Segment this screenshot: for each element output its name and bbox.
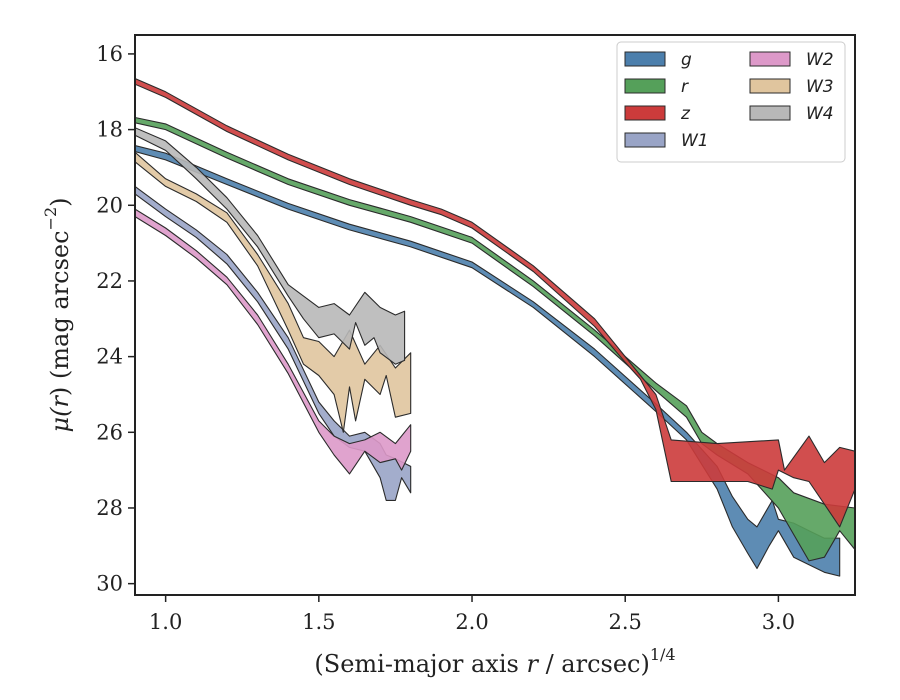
legend: grz W1 W2 W3 W4 bbox=[616, 41, 846, 163]
y-tick-label: 16 bbox=[96, 42, 123, 66]
legend-swatch-g bbox=[624, 51, 666, 67]
legend-label-w2: W2 bbox=[806, 50, 834, 70]
legend-swatch-r bbox=[624, 78, 666, 94]
legend-frame bbox=[616, 41, 846, 163]
legend-swatch-w1 bbox=[624, 132, 666, 148]
series-band-g bbox=[135, 144, 841, 577]
y-tick-label: 24 bbox=[96, 345, 123, 369]
x-tick-label: 2.5 bbox=[609, 610, 642, 634]
legend-label-w1: W1 bbox=[681, 131, 709, 151]
series-band-w1 bbox=[135, 185, 412, 501]
x-tick-label: 1.0 bbox=[149, 610, 182, 634]
legend-label-r: r bbox=[681, 77, 689, 97]
y-axis-title: μ(r) (mag arcsec−2) bbox=[41, 197, 74, 432]
series-band-z bbox=[135, 77, 855, 528]
y-tick-label: 22 bbox=[96, 269, 123, 293]
legend-swatch-z bbox=[624, 105, 666, 121]
legend-label-z: z bbox=[680, 104, 691, 124]
ticks-layer: 1.0 1.5 2.0 2.5 3.0 16 18 20 22 24 26 28 30 bbox=[96, 42, 795, 634]
series-band-w4 bbox=[135, 127, 406, 365]
plot-frame bbox=[134, 34, 856, 596]
x-tick-label: 1.5 bbox=[302, 610, 335, 634]
y-tick-label: 26 bbox=[96, 420, 123, 444]
series-layer bbox=[135, 77, 855, 577]
y-tick-label: 18 bbox=[96, 118, 123, 142]
y-tick-label: 28 bbox=[96, 496, 123, 520]
y-tick-label: 30 bbox=[96, 572, 123, 596]
legend-swatch-w2 bbox=[749, 51, 791, 67]
legend-label-g: g bbox=[681, 50, 692, 70]
series-band-w2 bbox=[135, 208, 412, 475]
x-axis-title: (Semi-major axis r / arcsec)1/4 bbox=[314, 645, 675, 678]
series-band-w3 bbox=[135, 151, 412, 433]
y-tick-label: 20 bbox=[96, 193, 123, 217]
x-tick-label: 2.0 bbox=[455, 610, 488, 634]
legend-swatch-w3 bbox=[749, 78, 791, 94]
legend-label-w3: W3 bbox=[806, 77, 834, 97]
x-tick-label: 3.0 bbox=[762, 610, 795, 634]
legend-swatch-w4 bbox=[749, 105, 791, 121]
series-band-r bbox=[135, 116, 855, 562]
legend-label-w4: W4 bbox=[806, 104, 834, 124]
